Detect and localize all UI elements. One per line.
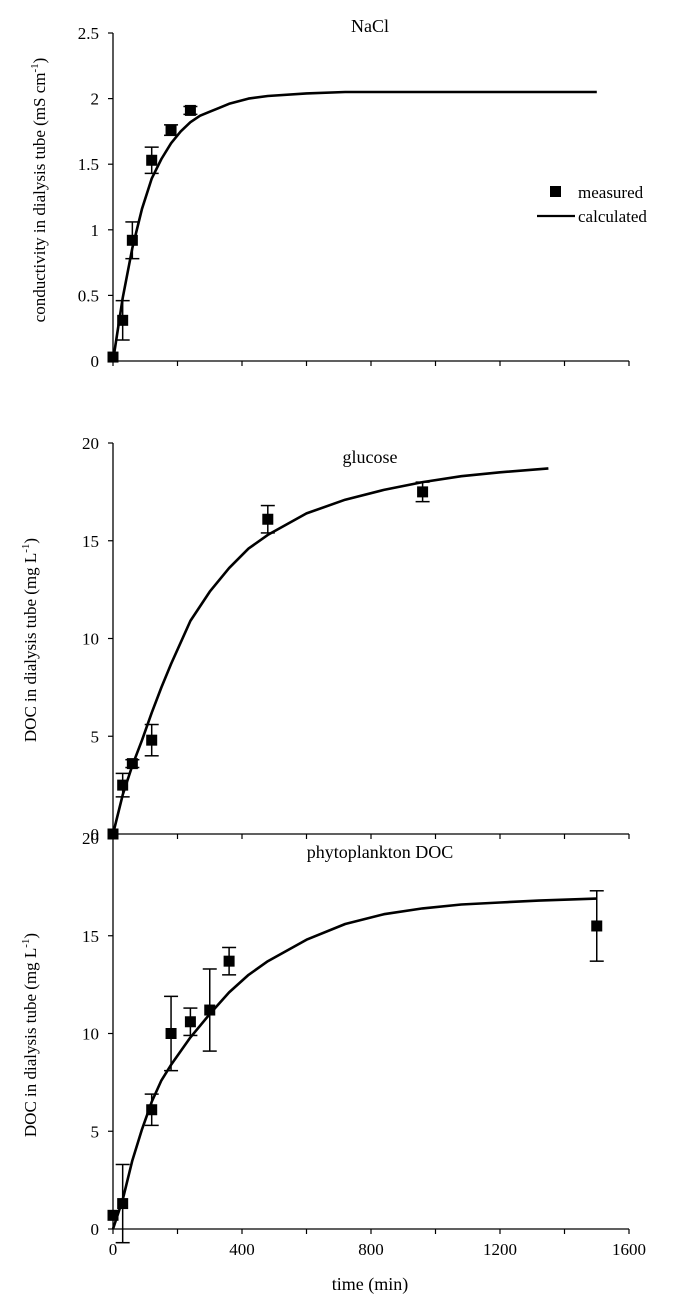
- x-axis-title: time (min): [332, 1274, 408, 1295]
- y-label-closing: ): [21, 538, 40, 544]
- data-point-measured: [417, 486, 429, 498]
- y-tick-label: 20: [82, 434, 99, 453]
- y-label-text: DOC in dialysis tube (mg L: [21, 553, 40, 742]
- data-point-measured: [184, 1016, 196, 1028]
- x-tick-label: 400: [229, 1240, 255, 1259]
- data-point-measured: [146, 1104, 158, 1116]
- y-label-text: DOC in dialysis tube (mg L: [21, 948, 40, 1137]
- data-point-measured: [165, 1028, 177, 1039]
- data-point-measured: [107, 1209, 119, 1221]
- data-point-measured: [107, 828, 119, 840]
- data-point-measured: [107, 351, 119, 363]
- x-tick-label: 1600: [612, 1240, 646, 1259]
- data-point-measured: [146, 154, 158, 166]
- legend: measured calculated: [537, 183, 647, 226]
- x-tick-label: 1200: [483, 1240, 517, 1259]
- data-point-measured: [146, 734, 158, 746]
- svg-text:conductivity in dialysis tube: conductivity in dialysis tube (mS cm-1): [29, 58, 49, 323]
- y-label-closing: ): [21, 933, 40, 939]
- data-point-measured: [591, 920, 603, 932]
- y-tick-label: 20: [82, 829, 99, 848]
- legend-label-measured: measured: [578, 183, 644, 202]
- y-label-text: conductivity in dialysis tube (mS cm: [30, 73, 49, 323]
- legend-label-calculated: calculated: [578, 207, 647, 226]
- y-tick-label: 10: [82, 1025, 99, 1044]
- y-label-superscript: -1: [20, 544, 32, 553]
- y-label: DOC in dialysis tube (mg L-1): [20, 538, 40, 742]
- series-calculated-line: [111, 897, 597, 1230]
- y-label-superscript: -1: [20, 939, 32, 948]
- y-tick-label: 5: [91, 727, 100, 746]
- panel-glucose: glucose DOC in dialysis tube (mg L-1) 0 5…: [20, 434, 630, 844]
- y-tick-label: 1.5: [78, 155, 99, 174]
- series-calculated-line: [111, 467, 549, 835]
- data-point-measured: [126, 758, 138, 770]
- y-tick-label: 0: [91, 352, 100, 371]
- data-point-measured: [204, 1004, 216, 1016]
- y-tick-label: 10: [82, 630, 99, 649]
- y-label: conductivity in dialysis tube (mS cm-1): [29, 58, 49, 323]
- data-point-measured: [262, 513, 274, 525]
- y-tick-label: 0: [91, 825, 100, 844]
- plot-area: 0 0.5 1 1.5 2 2.5: [78, 24, 630, 371]
- y-label-closing: ): [30, 58, 49, 64]
- x-tick-label: 800: [358, 1240, 384, 1259]
- y-label-superscript: -1: [29, 63, 41, 72]
- y-tick-label: 0.5: [78, 286, 99, 305]
- y-tick-label: 1: [91, 221, 100, 240]
- plot-area: 0 400 800 1200 1600 0 5 10 15 20: [82, 829, 646, 1259]
- data-point-measured: [117, 314, 129, 326]
- y-tick-label: 15: [82, 532, 99, 551]
- panel-nacl: NaCl conductivity in dialysis tube (mS c…: [29, 16, 647, 371]
- plot-area: 0 5 10 15 20: [82, 434, 630, 844]
- data-point-measured: [117, 1198, 129, 1210]
- panel-phytoplankton-doc: phytoplankton DOC DOC in dialysis tube (…: [20, 829, 646, 1295]
- y-tick-label: 5: [91, 1122, 100, 1141]
- y-tick-label: 2.5: [78, 24, 99, 43]
- data-point-measured: [126, 234, 138, 246]
- data-point-measured: [165, 124, 177, 136]
- y-label: DOC in dialysis tube (mg L-1): [20, 933, 40, 1137]
- panel-title: phytoplankton DOC: [307, 842, 454, 862]
- svg-text:DOC in dialysis tube (mg L-1): DOC in dialysis tube (mg L-1): [20, 933, 40, 1137]
- data-point-measured: [223, 955, 235, 967]
- panel-title: glucose: [343, 447, 398, 467]
- y-tick-label: 0: [91, 1220, 100, 1239]
- y-tick-label: 2: [91, 90, 100, 109]
- data-point-measured: [117, 779, 129, 791]
- data-point-measured: [184, 104, 196, 116]
- x-tick-label: 0: [109, 1240, 118, 1259]
- y-tick-label: 15: [82, 927, 99, 946]
- legend-marker-measured: [550, 186, 561, 197]
- series-calculated-line: [111, 90, 597, 362]
- svg-text:DOC in dialysis tube (mg L-1): DOC in dialysis tube (mg L-1): [20, 538, 40, 742]
- panel-title: NaCl: [351, 16, 389, 36]
